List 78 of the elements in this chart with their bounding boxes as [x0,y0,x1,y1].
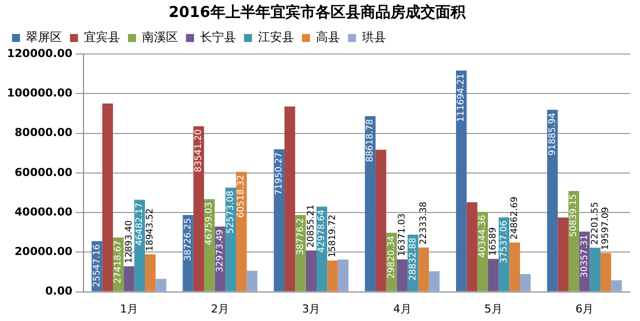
data-label: 20855.21 [306,204,316,248]
bar [364,116,376,292]
data-label: 71950.27 [274,152,284,196]
data-label: 15819.72 [328,214,338,258]
data-label: 37537.06 [499,220,510,264]
data-label: 111694.21 [456,73,467,122]
data-label: 25547.16 [92,244,102,288]
x-tick-label: 3月 [302,302,320,316]
x-tick-label: 4月 [393,302,412,316]
bar [456,70,467,292]
legend-label: 翠屏区 [26,30,62,44]
data-label: 22201.55 [590,202,600,245]
data-label: 22333.38 [418,201,429,245]
data-label: 24862.69 [510,196,520,240]
bar [124,266,134,292]
bar [144,254,156,292]
y-tick-label: 100000.00 [6,86,73,100]
bar [193,126,204,292]
legend-label: 宜宾县 [84,30,120,44]
y-tick-label: 120000.00 [6,46,73,60]
data-label: 18943.52 [146,208,156,252]
y-tick-label: 0.00 [45,284,73,298]
bar [558,217,568,292]
bar [274,149,284,292]
data-label: 16589 [488,227,499,256]
data-label: 30357.31 [580,234,590,278]
data-label: 38726.25 [183,218,194,262]
bar [396,259,408,292]
y-tick-label: 40000.00 [14,205,73,218]
data-label: 60518.32 [236,174,247,218]
data-label: 83541.20 [194,128,204,172]
legend-label: 长宁县 [200,30,236,44]
bar [590,248,600,292]
bar [547,110,558,292]
x-tick-label: 5月 [484,302,502,316]
data-label: 19597.09 [601,206,612,250]
data-label: 12893.40 [124,220,134,264]
chart-title: 2016年上半年宜宾市各区县商品房成交面积 [168,2,466,21]
legend-label: 珙县 [362,30,386,44]
data-label: 29820.34 [386,235,397,279]
data-label: 42978.64 [317,209,328,253]
data-label: 46482.17 [134,202,145,246]
bar [102,104,113,292]
bar [338,260,349,292]
data-label: 46759.03 [204,202,215,246]
bar [611,280,622,292]
x-tick-label: 1月 [120,302,138,316]
legend-label: 南溪区 [142,30,178,44]
data-label: 91885.94 [548,112,558,156]
x-tick-label: 6月 [575,302,594,316]
bar [376,150,386,292]
x-tick-label: 2月 [211,302,230,316]
legend-label: 高县 [316,30,340,44]
data-label: 16371.03 [398,213,408,256]
data-label: 50839.15 [569,194,580,238]
y-tick-label: 20000.00 [14,245,73,258]
data-label: 27418.67 [114,240,124,284]
data-label: 52573.08 [226,190,236,234]
y-tick-label: 80000.00 [14,126,73,140]
bar [156,278,166,292]
legend-label: 江安县 [258,30,294,44]
bar [509,242,520,292]
data-label: 88618.78 [366,118,376,162]
bar [488,258,499,292]
bar [466,202,478,292]
data-label: 32973.49 [215,229,226,272]
bar [246,270,258,292]
bar [284,106,296,292]
bar [327,260,338,292]
y-tick-label: 60000.00 [14,166,73,179]
data-label: 38776.2 [296,218,306,256]
bar [600,252,612,292]
bar [418,248,429,292]
bar [306,250,316,292]
data-label: 40344.36 [478,214,488,258]
data-label: 28832.88 [408,237,418,281]
bar [520,274,531,292]
bar [428,271,440,292]
